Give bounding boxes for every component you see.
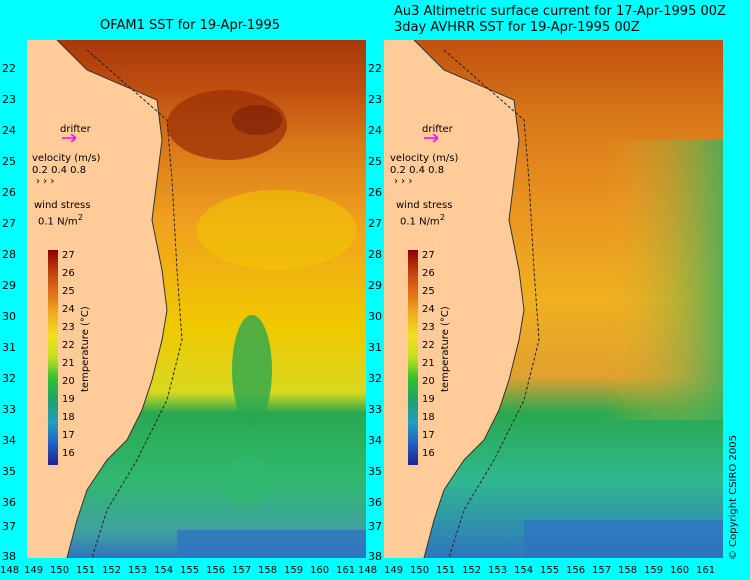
drifter-arrow-icon-right bbox=[424, 134, 438, 142]
drifter-arrow-icon-left bbox=[62, 134, 76, 142]
wind-title-left: wind stress bbox=[34, 200, 91, 211]
velocity-values-right: 0.2 0.4 0.8 bbox=[390, 165, 445, 176]
velocity-title-left: velocity (m/s) bbox=[32, 153, 101, 164]
temperature-label-right: temperature (°C) bbox=[440, 306, 451, 392]
colorbar-left bbox=[48, 250, 58, 465]
velocity-arrows-left: › › › bbox=[36, 176, 55, 187]
temperature-label-left: temperature (°C) bbox=[80, 306, 91, 392]
velocity-title-right: velocity (m/s) bbox=[390, 153, 459, 164]
right-panel-title-line1: Au3 Altimetric surface current for 17-Ap… bbox=[394, 4, 726, 19]
velocity-arrows-right: › › › bbox=[394, 176, 413, 187]
drifter-label-right: drifter bbox=[422, 124, 453, 135]
colorbar-right bbox=[408, 250, 418, 465]
left-map-panel bbox=[27, 40, 366, 558]
wind-title-right: wind stress bbox=[396, 200, 453, 211]
velocity-values-left: 0.2 0.4 0.8 bbox=[32, 165, 87, 176]
copyright-notice: © Copyright CSIRO 2005 bbox=[728, 435, 739, 560]
wind-value-left: 0.1 N/m2 bbox=[38, 212, 83, 228]
left-panel-title: OFAM1 SST for 19-Apr-1995 bbox=[100, 18, 280, 33]
right-map-panel bbox=[384, 40, 723, 558]
wind-value-right: 0.1 N/m2 bbox=[400, 212, 445, 228]
right-panel-title-line2: 3day AVHRR SST for 19-Apr-1995 00Z bbox=[394, 20, 640, 35]
drifter-label-left: drifter bbox=[60, 124, 91, 135]
